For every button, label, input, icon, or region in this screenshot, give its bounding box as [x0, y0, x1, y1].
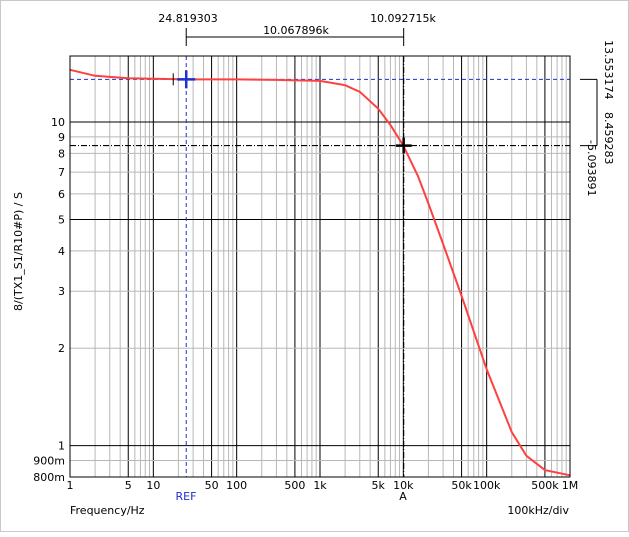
x-tick-label: 1M — [562, 479, 579, 492]
x-division-label: 100kHz/div — [507, 504, 569, 517]
x-tick-label: 1k — [313, 479, 327, 492]
a-cursor-x-label: 10.092715k — [370, 12, 436, 25]
y-tick-label: 900m — [33, 454, 65, 467]
trace-line[interactable] — [69, 68, 571, 477]
x-tick-label: 1 — [67, 479, 74, 492]
y-tick-label: 8 — [58, 147, 65, 160]
ref-cursor-x-label: 24.819303 — [158, 12, 218, 25]
y-tick-label: 3 — [58, 285, 65, 298]
x-tick-label: 500k — [531, 479, 559, 492]
y-tick-label: 5 — [58, 213, 65, 226]
y-tick-label: 4 — [58, 245, 65, 258]
delta-x-label: 10.067896k — [263, 24, 329, 37]
a-cursor-label[interactable]: A — [399, 490, 407, 503]
y-axis-label: 8/(TX1_S1/R10#P) / S — [12, 192, 25, 311]
x-tick-label: 50k — [451, 479, 472, 492]
x-axis-label: Frequency/Hz — [70, 504, 145, 517]
x-tick-label: 5k — [372, 479, 386, 492]
y-tick-label: 9 — [58, 131, 65, 144]
delta-y-label: -5.093891 — [585, 140, 598, 196]
y-tick-label: 6 — [58, 188, 65, 201]
y-tick-label: 10 — [51, 116, 65, 129]
y-tick-label: 800m — [33, 471, 65, 484]
x-tick-label: 10 — [146, 479, 160, 492]
x-tick-label: 50 — [205, 479, 219, 492]
x-tick-label: 500 — [284, 479, 305, 492]
plot-area-border — [69, 55, 571, 478]
x-tick-label: 100k — [473, 479, 501, 492]
y-tick-label: 7 — [58, 166, 65, 179]
ref-cursor-label[interactable]: REF — [176, 490, 197, 503]
ref-cursor-y-label: 13.553174 — [602, 40, 615, 100]
a-cursor-y-label: 8.459283 — [602, 112, 615, 165]
y-tick-label: 2 — [58, 342, 65, 355]
y-tick-label: 1 — [58, 440, 65, 453]
x-tick-label: 5 — [125, 479, 132, 492]
x-tick-label: 10k — [393, 479, 414, 492]
x-tick-label: 100 — [226, 479, 247, 492]
